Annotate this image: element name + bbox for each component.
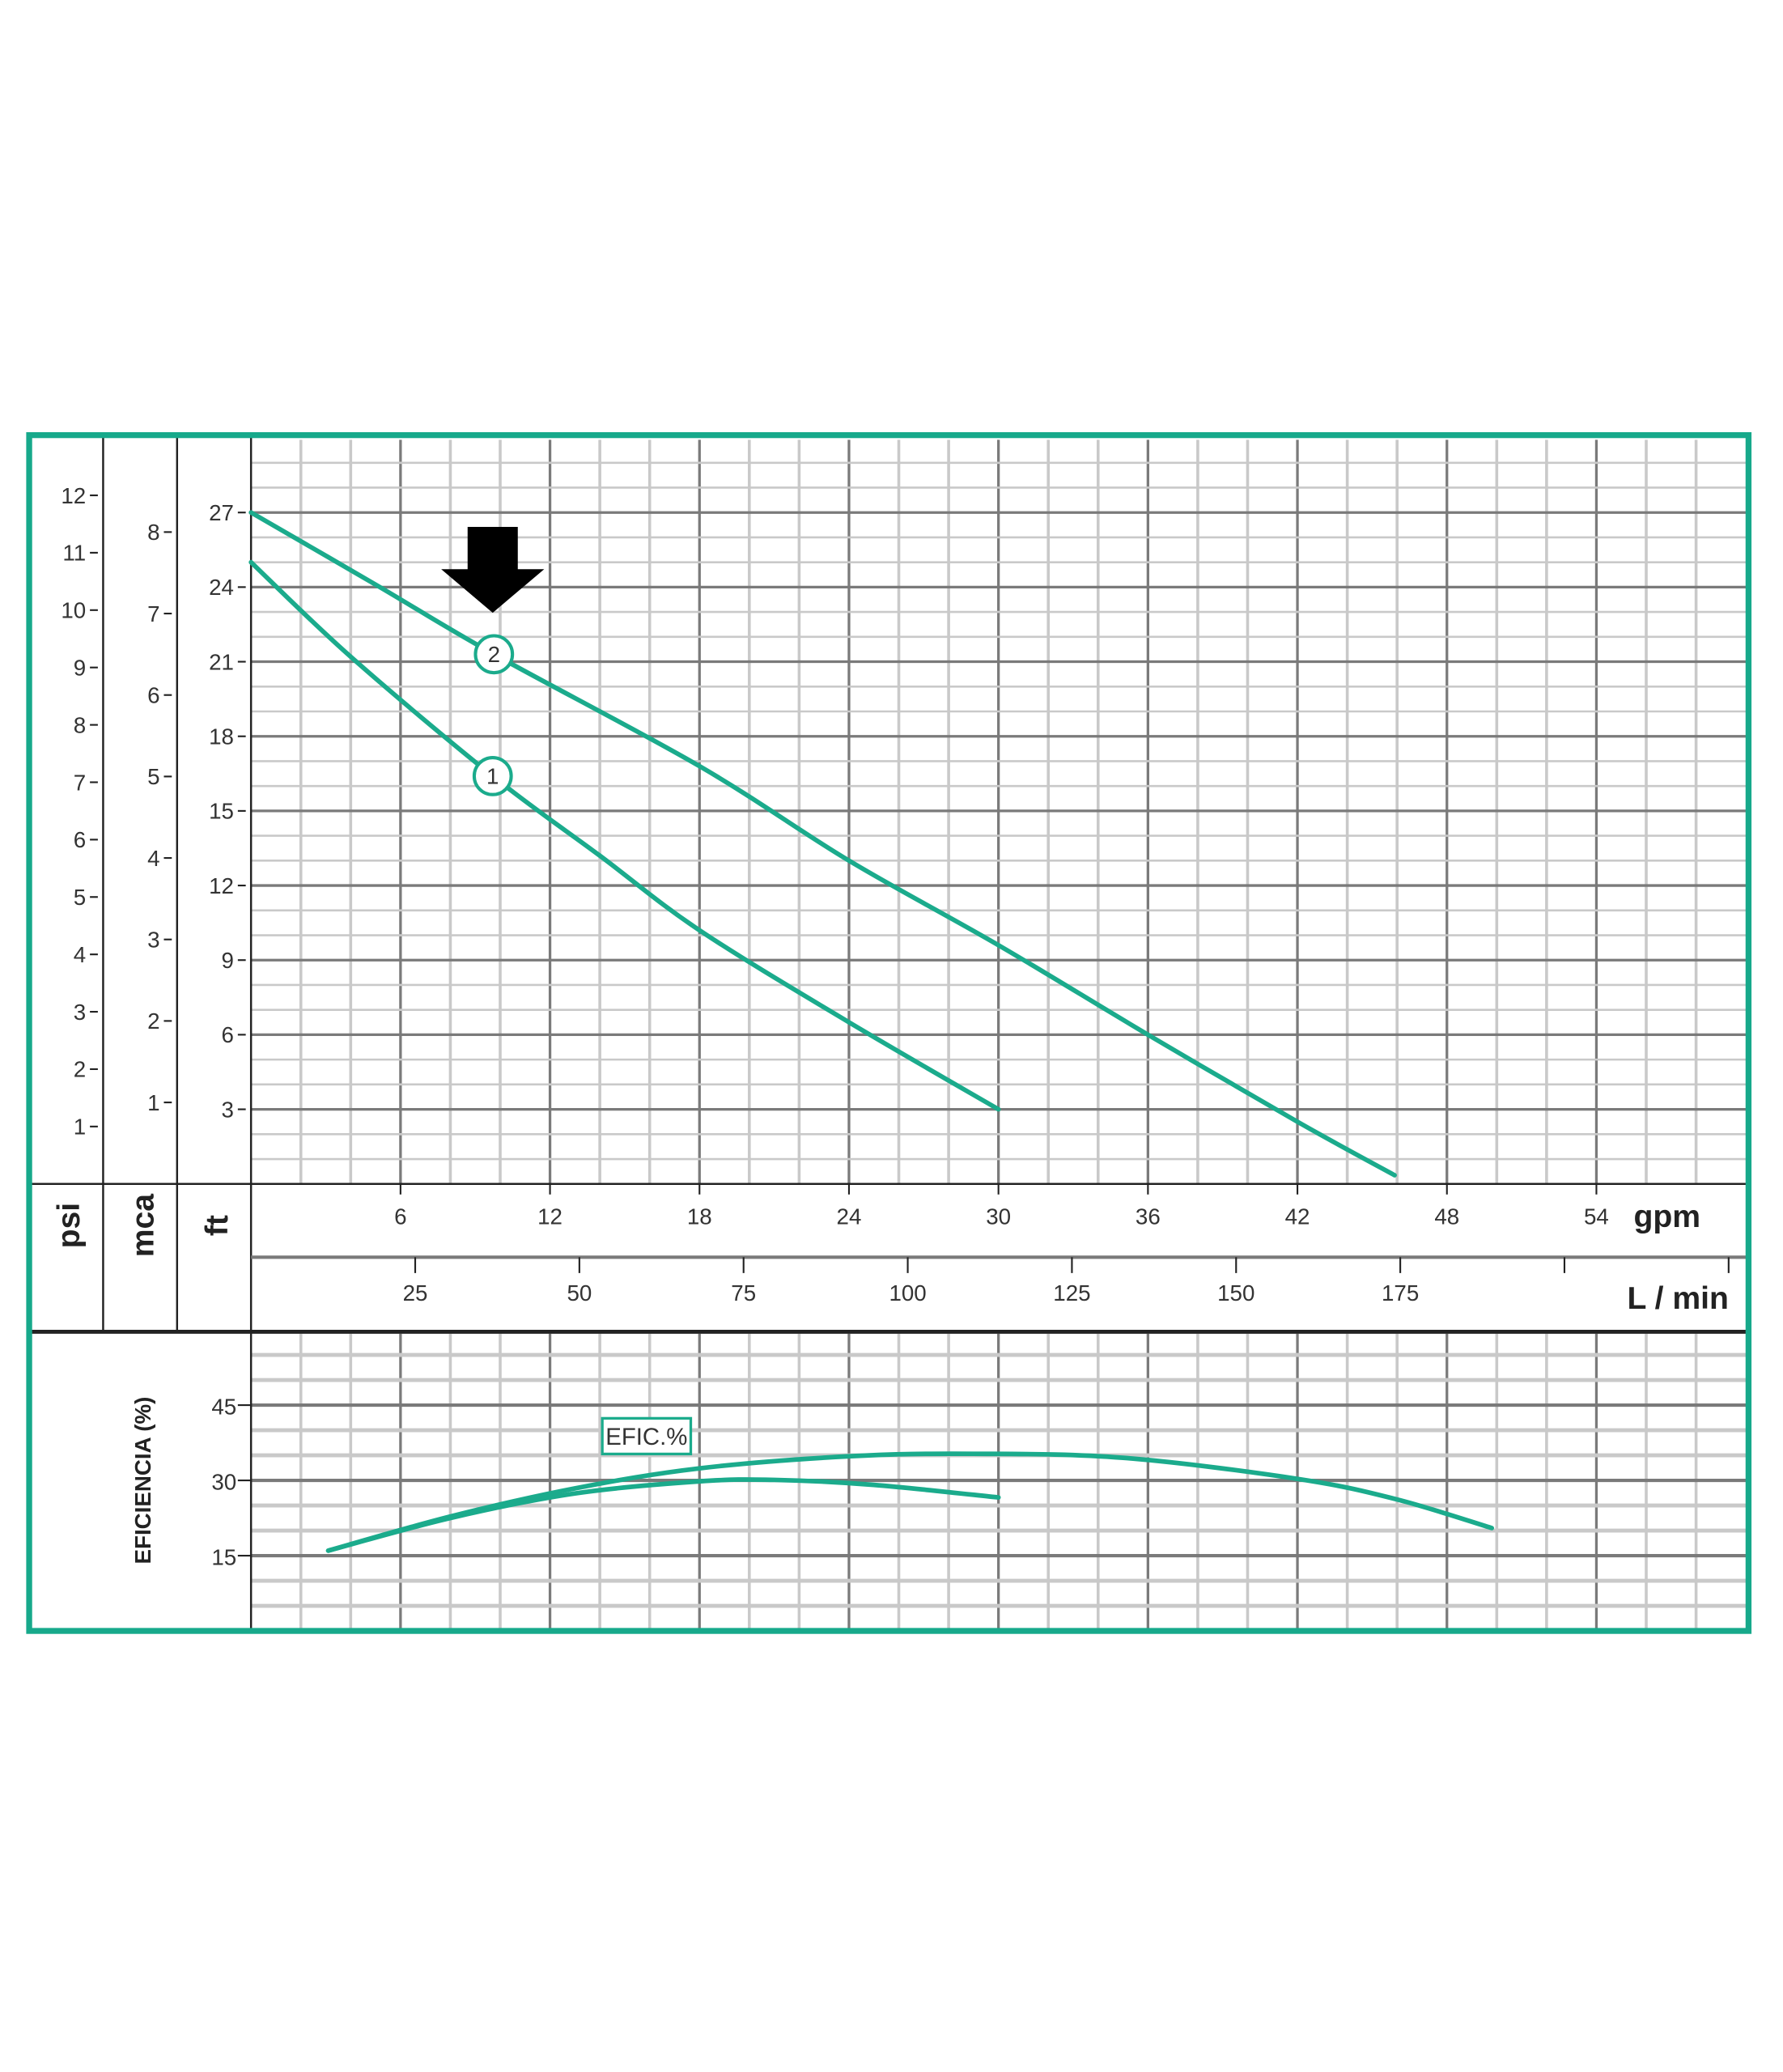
chart-frame bbox=[26, 431, 1752, 1634]
lpm-tick-label: 150 bbox=[1217, 1280, 1254, 1306]
lpm-tick-label: 75 bbox=[731, 1280, 756, 1306]
ft-tick-label: 6 bbox=[222, 1022, 234, 1047]
psi-tick-label: 8 bbox=[74, 712, 86, 737]
curves bbox=[248, 510, 1495, 1553]
psi-tick-label: 2 bbox=[74, 1057, 86, 1082]
psi-tick-label: 3 bbox=[74, 1000, 86, 1025]
curve-marker-1 bbox=[472, 755, 513, 796]
psi-unit-label: psi bbox=[52, 1203, 87, 1249]
lpm-tick-label: 25 bbox=[403, 1280, 428, 1306]
curve-marker-label: 2 bbox=[488, 642, 500, 667]
ft-tick-label: 3 bbox=[222, 1097, 234, 1122]
lpm-tick-label: 50 bbox=[567, 1280, 592, 1306]
psi-tick-label: 4 bbox=[74, 942, 86, 967]
gpm-tick-label: 24 bbox=[837, 1204, 862, 1229]
mca-tick-label: 6 bbox=[147, 683, 159, 708]
gpm-tick-label: 42 bbox=[1285, 1204, 1310, 1229]
mca-tick-label: 5 bbox=[147, 764, 159, 789]
lpm-tick-label: 175 bbox=[1382, 1280, 1419, 1306]
ft-tick-label: 24 bbox=[209, 575, 234, 600]
mca-tick-label: 1 bbox=[147, 1090, 159, 1115]
ft-tick-label: 9 bbox=[222, 948, 234, 973]
ft-tick-label: 21 bbox=[209, 649, 234, 674]
psi-tick-label: 9 bbox=[74, 655, 86, 680]
ft-tick-label: 27 bbox=[209, 500, 234, 525]
efficiency-tick-label: 30 bbox=[211, 1469, 236, 1494]
grid bbox=[251, 439, 1747, 1628]
curve-marker-label: 1 bbox=[486, 764, 499, 789]
ft-unit-label: ft bbox=[200, 1215, 235, 1236]
efficiency-axis-label: EFICIENCIA (%) bbox=[130, 1397, 155, 1565]
efficiency-legend-label: EFIC.% bbox=[605, 1424, 687, 1450]
lpm-unit-label: L / min bbox=[1628, 1281, 1729, 1316]
psi-tick-label: 7 bbox=[74, 770, 86, 795]
gpm-tick-label: 48 bbox=[1434, 1204, 1459, 1229]
psi-tick-label: 12 bbox=[61, 483, 86, 508]
efficiency-tick-label: 45 bbox=[211, 1394, 236, 1419]
labels: 12345678910111212345678369121518212427ps… bbox=[52, 483, 1729, 1570]
efficiency-tick-label: 15 bbox=[211, 1544, 236, 1569]
gpm-tick-label: 12 bbox=[537, 1204, 562, 1229]
ft-tick-label: 15 bbox=[209, 799, 234, 824]
gpm-unit-label: gpm bbox=[1633, 1199, 1700, 1234]
mca-tick-label: 7 bbox=[147, 601, 159, 626]
gpm-tick-label: 36 bbox=[1136, 1204, 1161, 1229]
frame bbox=[26, 431, 1752, 1634]
psi-tick-label: 5 bbox=[74, 885, 86, 910]
lpm-tick-label: 100 bbox=[889, 1280, 926, 1306]
lpm-tick-label: 125 bbox=[1053, 1280, 1090, 1306]
gpm-tick-label: 30 bbox=[986, 1204, 1011, 1229]
arrow-down-icon bbox=[441, 527, 545, 614]
curve-marker-2 bbox=[473, 634, 515, 675]
psi-tick-label: 11 bbox=[62, 541, 86, 566]
psi-tick-label: 6 bbox=[74, 827, 86, 852]
mca-tick-label: 8 bbox=[147, 520, 159, 545]
gpm-tick-label: 18 bbox=[687, 1204, 712, 1229]
mca-tick-label: 3 bbox=[147, 928, 159, 953]
mca-tick-label: 2 bbox=[147, 1008, 159, 1034]
mca-tick-label: 4 bbox=[147, 846, 159, 871]
head-curve-1 bbox=[248, 559, 1001, 1112]
head-curve-2 bbox=[248, 510, 1397, 1178]
efficiency-curve-2 bbox=[325, 1451, 1495, 1553]
ft-tick-label: 18 bbox=[209, 724, 234, 749]
efficiency-legend-box bbox=[601, 1416, 693, 1456]
gpm-tick-label: 6 bbox=[394, 1204, 406, 1229]
mca-unit-label: mca bbox=[125, 1193, 160, 1258]
psi-tick-label: 1 bbox=[74, 1115, 86, 1140]
gpm-tick-label: 54 bbox=[1584, 1204, 1609, 1229]
psi-tick-label: 10 bbox=[61, 598, 86, 623]
ft-tick-label: 12 bbox=[209, 873, 234, 898]
